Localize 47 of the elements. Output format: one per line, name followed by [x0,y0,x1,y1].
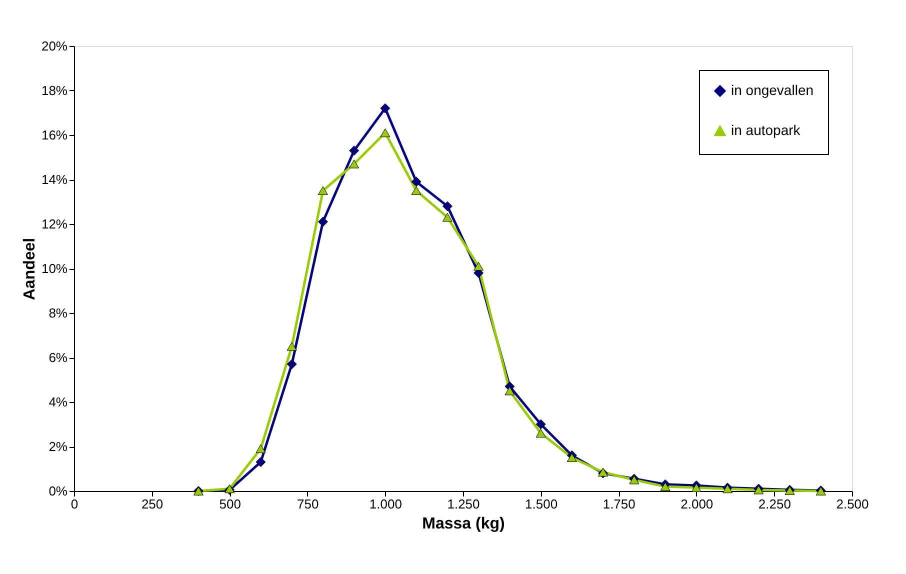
x-tick-label: 0 [70,496,78,512]
x-tick-label: 1.750 [602,496,636,512]
point [442,212,452,222]
x-axis-title: Massa (kg) [422,516,505,532]
y-tick-label: 14% [41,172,68,187]
point [349,160,360,168]
x-tick-label: 1.000 [369,496,402,512]
point [286,342,297,351]
x-tick-label: 500 [219,496,241,512]
point [380,103,390,114]
point [536,419,546,430]
point [380,128,390,138]
point [411,176,422,187]
legend-label: in ongevallen [731,82,814,98]
point [286,359,297,370]
x-tick-label: 1.250 [447,496,480,512]
point [318,186,328,195]
point [349,146,360,156]
point [318,216,328,227]
point [411,186,422,195]
x-tick-label: 750 [297,496,319,512]
x-tick-label: 2.000 [680,496,714,512]
y-tick-label: 6% [48,350,68,365]
point [256,457,266,468]
y-tick-label: 2% [48,439,68,454]
point [256,444,266,454]
point [474,262,484,271]
y-tick-label: 20% [41,38,68,54]
y-axis-title: Aandeel [21,238,38,300]
y-tick-label: 18% [41,83,68,98]
x-tick-label: 2.250 [758,496,791,512]
point [691,483,702,492]
legend-label: in autopark [731,122,802,138]
point [536,428,546,438]
point [504,386,515,396]
x-tick-label: 2.500 [836,496,869,512]
point [660,482,670,491]
y-tick-label: 10% [41,261,68,276]
x-tick-label: 250 [141,496,164,512]
y-tick-label: 0% [48,484,68,498]
y-tick-label: 16% [41,128,68,142]
point [566,453,577,462]
x-tick-label: 1.500 [525,496,558,512]
y-tick-label: 12% [41,216,68,232]
point [442,201,452,212]
y-tick-label: 4% [48,394,68,410]
y-tick-label: 8% [48,306,68,320]
